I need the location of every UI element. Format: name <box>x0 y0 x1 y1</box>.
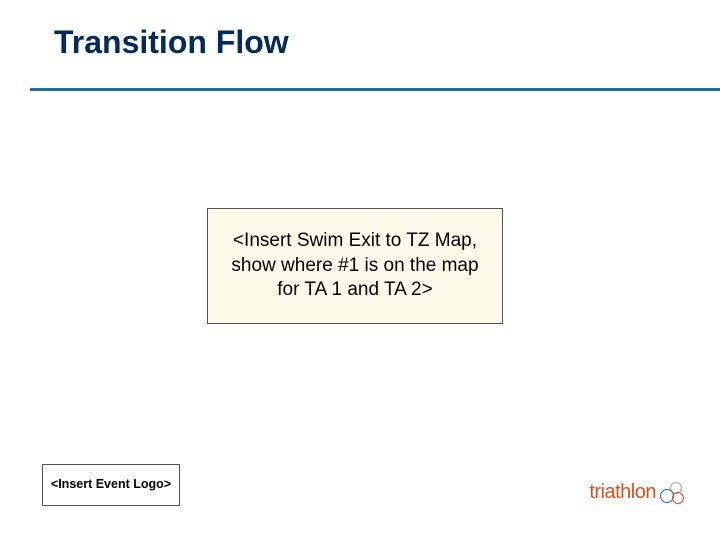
brand-text: triathlon <box>589 481 656 504</box>
rings-icon <box>658 482 684 504</box>
map-placeholder-text: <Insert Swim Exit to TZ Map, show where … <box>218 229 492 303</box>
title-underline <box>30 88 720 91</box>
map-placeholder-box: <Insert Swim Exit to TZ Map, show where … <box>207 208 503 324</box>
event-logo-placeholder: <Insert Event Logo> <box>42 464 180 506</box>
slide: Transition Flow <Insert Swim Exit to TZ … <box>0 0 720 540</box>
triathlon-logo: triathlon <box>589 481 684 504</box>
ring-3 <box>672 492 684 504</box>
event-logo-text: <Insert Event Logo> <box>51 477 171 493</box>
slide-title: Transition Flow <box>54 24 289 61</box>
